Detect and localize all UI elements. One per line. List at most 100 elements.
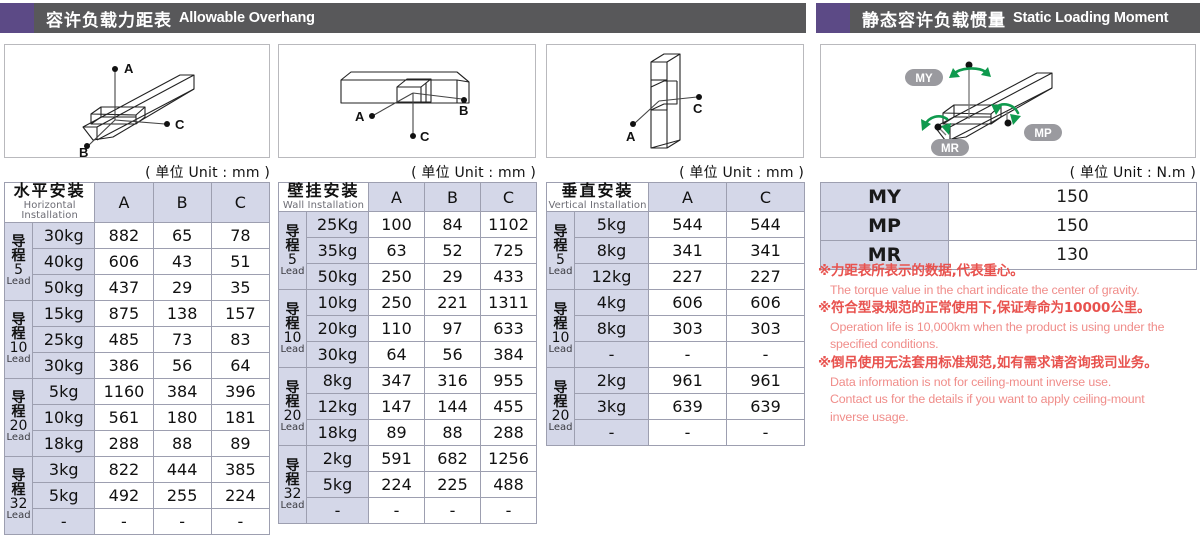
moment-row: MR 130 xyxy=(820,240,1197,270)
measurement-value: 78 xyxy=(210,221,271,249)
measurement-value: 35 xyxy=(210,273,271,301)
point-marker-a xyxy=(369,113,375,119)
accent-block-right xyxy=(816,3,850,33)
lead-group-label-20: 导程 20 Lead xyxy=(278,367,307,447)
measurement-value: 88 xyxy=(152,429,212,457)
table-title-cn: 壁挂安装 xyxy=(287,181,360,200)
measurement-value: 606 xyxy=(726,289,806,317)
load-value: 30kg xyxy=(32,351,96,379)
measurement-value: 224 xyxy=(210,481,271,509)
measurement-value: - xyxy=(152,507,212,535)
measurement-value: 138 xyxy=(152,299,212,327)
measurement-value: 180 xyxy=(152,403,212,431)
measurement-value: 488 xyxy=(480,471,538,499)
table-row: 10kg 561 180 181 xyxy=(5,403,271,431)
table-row: 25kg 485 73 83 xyxy=(5,325,271,353)
measurement-value: - xyxy=(368,497,426,525)
column-header-c: C xyxy=(480,181,538,213)
label-c: C xyxy=(420,129,430,144)
measurement-value: 386 xyxy=(94,351,154,379)
table-header-row: 水平安装 Horizontal Installation A B C xyxy=(3,182,271,223)
table-row: 5kg 492 255 224 xyxy=(5,481,271,509)
lead-group-label-5: 导程 5 Lead xyxy=(278,211,307,291)
measurement-value: 591 xyxy=(368,445,426,473)
load-value: 12kg xyxy=(305,393,370,421)
table-row: 8kg 303 303 xyxy=(547,315,806,343)
unit-caption-vertical: ( 单位 Unit : mm ) xyxy=(679,165,804,181)
measurement-value: 29 xyxy=(424,263,482,291)
moment-label-my: MY xyxy=(905,69,943,86)
load-value: 10kg xyxy=(305,289,370,317)
measurement-value: 83 xyxy=(210,325,271,353)
measurement-value: 955 xyxy=(480,367,538,395)
load-value: - xyxy=(573,341,650,369)
column-header-c: C xyxy=(210,182,271,223)
measurement-value: 221 xyxy=(424,289,482,317)
table-row: 35kg 63 52 725 xyxy=(279,237,538,265)
measurement-value: 88 xyxy=(424,419,482,447)
measurement-value: 51 xyxy=(210,247,271,275)
measurement-value: 455 xyxy=(480,393,538,421)
measurement-value: 1102 xyxy=(480,211,538,239)
moment-value: 150 xyxy=(948,182,1197,212)
measurement-value: 73 xyxy=(152,325,212,353)
measurement-value: 633 xyxy=(480,315,538,343)
measurement-value: 485 xyxy=(94,325,154,353)
label-a: A xyxy=(355,109,365,124)
lead-group-label-10: 导程 10 Lead xyxy=(278,289,307,369)
lead-group-label-10: 导程 10 Lead xyxy=(3,299,34,379)
section-title-static-loading-moment: 静态容许负载惯量 Static Loading Moment xyxy=(816,3,1200,33)
measurement-value: 1311 xyxy=(480,289,538,317)
moment-row: MY 150 xyxy=(820,182,1197,212)
load-value: 18kg xyxy=(32,429,96,457)
table-row: 12kg 227 227 xyxy=(547,263,806,291)
measurement-value: 110 xyxy=(368,315,426,343)
measurement-value: 89 xyxy=(210,429,271,457)
table-title-en: Vertical Installation xyxy=(548,199,647,211)
load-value: 25kg xyxy=(32,325,96,353)
label-a: A xyxy=(124,61,134,76)
load-value: 18kg xyxy=(305,419,370,447)
note-en-1-1: The torque value in the chart indicate t… xyxy=(830,282,1140,297)
load-value: - xyxy=(32,507,96,535)
load-value: 35kg xyxy=(305,237,370,265)
note-en-3-3: inverse usage. xyxy=(830,409,909,424)
measurement-value: 606 xyxy=(94,247,154,275)
label-c: C xyxy=(693,101,703,116)
measurement-value: 56 xyxy=(152,351,212,379)
measurement-value: 303 xyxy=(726,315,806,343)
measurement-value: - xyxy=(94,507,154,535)
table-row: 导程 5 Lead 5kg 544 544 xyxy=(546,211,806,291)
table-title-en: Wall Installation xyxy=(282,199,365,211)
measurement-value: 882 xyxy=(94,221,154,249)
moment-label-mr: MR xyxy=(931,139,969,156)
horizontal-mount-diagram: A C B xyxy=(4,44,270,158)
table-row: 导程 20 Lead 2kg 961 961 xyxy=(546,367,806,447)
column-header-c: C xyxy=(726,181,806,213)
table-row: 导程 32 Lead 2kg 591 682 1256 xyxy=(278,445,538,525)
section-title-left-en: Allowable Overhang xyxy=(179,10,315,26)
section-title-left-cn: 容许负载力距表 xyxy=(46,10,172,31)
column-header-a: A xyxy=(94,182,154,223)
table-title-cell: 水平安装 Horizontal Installation xyxy=(3,182,96,223)
svg-text:MR: MR xyxy=(941,143,960,155)
measurement-value: 384 xyxy=(480,341,538,369)
measurement-value: 64 xyxy=(210,351,271,379)
measurement-value: 961 xyxy=(726,367,806,395)
measurement-value: - xyxy=(480,497,538,525)
measurement-value: 341 xyxy=(648,237,728,265)
moment-label-mp: MP xyxy=(1024,124,1062,141)
unit-caption-moment: ( 单位 Unit : N.m ) xyxy=(1069,165,1196,181)
measurement-value: 227 xyxy=(648,263,728,291)
measurement-value: 227 xyxy=(726,263,806,291)
load-value: 8kg xyxy=(573,237,650,265)
table-row: 18kg 89 88 288 xyxy=(279,419,538,447)
measurement-value: 97 xyxy=(424,315,482,343)
note-en-2-1: Operation life is 10,000km when the prod… xyxy=(830,319,1165,334)
measurement-value: 444 xyxy=(152,455,212,483)
measurement-value: 639 xyxy=(648,393,728,421)
measurement-value: 144 xyxy=(424,393,482,421)
measurement-value: 822 xyxy=(94,455,154,483)
measurement-value: 29 xyxy=(152,273,212,301)
label-c: C xyxy=(175,117,185,132)
